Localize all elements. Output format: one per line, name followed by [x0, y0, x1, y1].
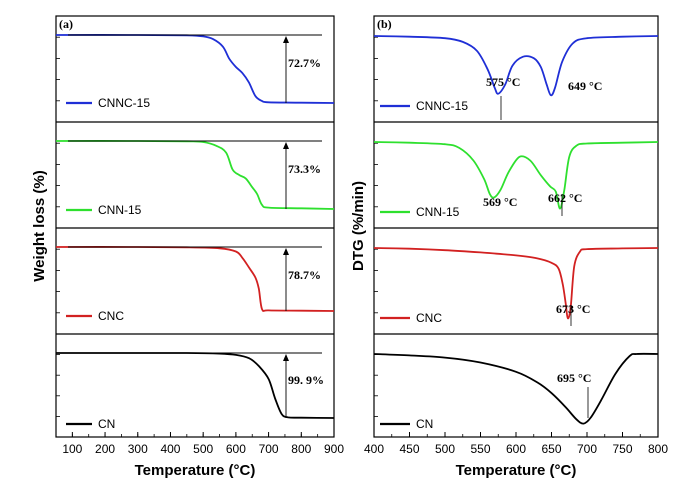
- x-tick-label: 200: [95, 442, 115, 456]
- peak-label: 569 °C: [483, 195, 517, 209]
- peak-label: 649 °C: [568, 79, 602, 93]
- series-line-cnn-15: [373, 141, 659, 210]
- panel-a: (a) 100 200 300 400 500 600 700 800 900 Temperatur…: [31, 15, 344, 479]
- x-tick-label: 100: [62, 442, 82, 456]
- legend-label: CN: [416, 417, 433, 431]
- x-tick-label: 400: [364, 442, 384, 456]
- x-tick-label: 650: [541, 442, 561, 456]
- panel-label: (a): [59, 17, 73, 31]
- arrow-head: [283, 142, 289, 149]
- legend-label: CNC: [416, 311, 442, 325]
- legend-label: CNN-15: [416, 205, 460, 219]
- legend-label: CNN-15: [98, 203, 142, 217]
- panel-label: (b): [377, 17, 392, 31]
- x-tick-label: 600: [506, 442, 526, 456]
- plot-frame: [55, 15, 335, 438]
- x-tick-label: 550: [470, 442, 490, 456]
- series-line-cnnc-15: [373, 35, 659, 97]
- legend-label: CNNC-15: [416, 99, 468, 113]
- weight-loss-label: 99. 9%: [288, 373, 324, 387]
- x-tick-label: 450: [399, 442, 419, 456]
- x-tick-label: 900: [324, 442, 344, 456]
- x-tick-label: 500: [435, 442, 455, 456]
- x-tick-label: 500: [193, 442, 213, 456]
- series-line-cn: [373, 352, 659, 425]
- x-tick-label: 300: [128, 442, 148, 456]
- legend-label: CNNC-15: [98, 96, 150, 110]
- x-tick-label: 800: [291, 442, 311, 456]
- arrow-head: [283, 354, 289, 361]
- x-tick-label: 400: [160, 442, 180, 456]
- peak-label: 673 °C: [556, 302, 590, 316]
- panel-b: (b) 400 450 500 550 600 650 700 750 800 Temperatur…: [350, 15, 668, 479]
- x-axis-title: Temperature (°C): [135, 462, 256, 479]
- legend-label: CNC: [98, 309, 124, 323]
- weight-loss-label: 78.7%: [288, 268, 321, 282]
- peak-label: 695 °C: [557, 371, 591, 385]
- peak-label: 662 °C: [548, 191, 582, 205]
- y-axis-title: Weight loss (%): [31, 170, 48, 281]
- series-line-cnc: [373, 247, 659, 320]
- arrow-head: [283, 36, 289, 43]
- y-axis-title: DTG (%/min): [350, 181, 367, 271]
- peak-label: 575 °C: [486, 75, 520, 89]
- x-tick-label: 750: [612, 442, 632, 456]
- legend-label: CN: [98, 417, 115, 431]
- weight-loss-label: 73.3%: [288, 162, 321, 176]
- x-tick-label: 800: [648, 442, 668, 456]
- weight-loss-label: 72.7%: [288, 56, 321, 70]
- x-tick-label: 700: [259, 442, 279, 456]
- x-tick-label: 700: [577, 442, 597, 456]
- arrow-head: [283, 248, 289, 255]
- x-tick-label: 600: [226, 442, 246, 456]
- x-axis-title: Temperature (°C): [456, 462, 577, 479]
